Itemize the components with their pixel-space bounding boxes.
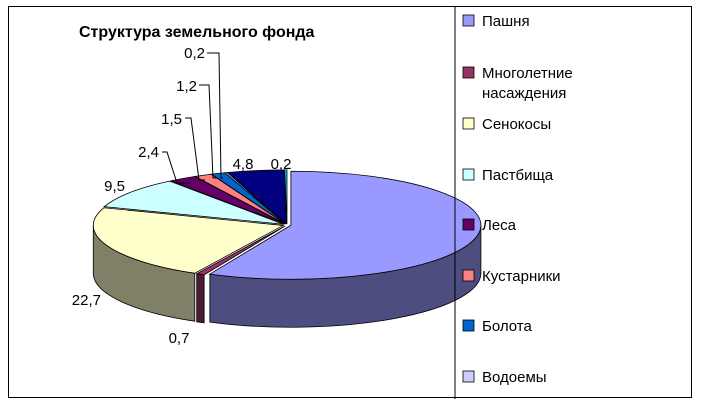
legend-label-3: Пастбища — [482, 167, 554, 184]
legend: Пашня Многолетние насаждения Сенокосы Пастби… — [462, 13, 573, 386]
legend-swatch-7 — [462, 370, 475, 383]
leader-line-6 — [207, 52, 223, 179]
legend-label-0: Пашня — [482, 13, 530, 30]
legend-label-1: Многолетние насаждения — [482, 65, 573, 102]
pie-slice-9 — [284, 169, 288, 224]
chart-frame: Структура земельного фонда 0,7 22,7 9,5 2,4… — [8, 6, 692, 399]
data-label-0: 0,7 — [169, 330, 190, 347]
leader-line-5 — [199, 84, 217, 179]
data-label-4: 1,5 — [161, 111, 182, 128]
pie-slice-3 — [103, 180, 284, 225]
pie-chart: Структура земельного фонда 0,7 22,7 9,5 2,4… — [72, 7, 573, 399]
legend-swatch-3 — [462, 168, 475, 181]
legend-swatch-5 — [462, 269, 475, 282]
legend-swatch-6 — [462, 319, 475, 332]
pie-slice-1 — [195, 225, 286, 276]
pie-slice-7 — [224, 172, 287, 225]
pie-slice-8 — [226, 169, 287, 225]
data-label-5: 1,2 — [176, 78, 197, 95]
pie-slice-2 — [92, 207, 285, 274]
data-label-2: 9,5 — [104, 178, 125, 195]
data-label-7: 4,8 — [233, 156, 254, 173]
legend-swatch-0 — [462, 14, 475, 27]
legend-swatch-2 — [462, 117, 475, 130]
legend-label-5: Кустарники — [482, 268, 561, 285]
legend-swatch-4 — [462, 218, 475, 231]
data-label-3: 2,4 — [138, 144, 159, 161]
data-label-6: 0,2 — [184, 45, 205, 62]
leader-line-3 — [162, 151, 191, 184]
legend-swatch-1 — [462, 66, 475, 79]
data-label-1: 22,7 — [72, 292, 101, 309]
legend-label-4: Леса — [482, 217, 517, 234]
chart-title: Структура земельного фонда — [79, 24, 315, 41]
leader-line-4 — [185, 117, 205, 181]
legend-label-2: Сенокосы — [482, 116, 551, 133]
data-label-8: 0,2 — [271, 156, 292, 173]
legend-label-6: Болота — [482, 318, 532, 335]
pie-side-1 — [196, 273, 205, 324]
legend-label-7: Водоемы — [482, 369, 547, 386]
pie-slice-0 — [208, 170, 482, 280]
